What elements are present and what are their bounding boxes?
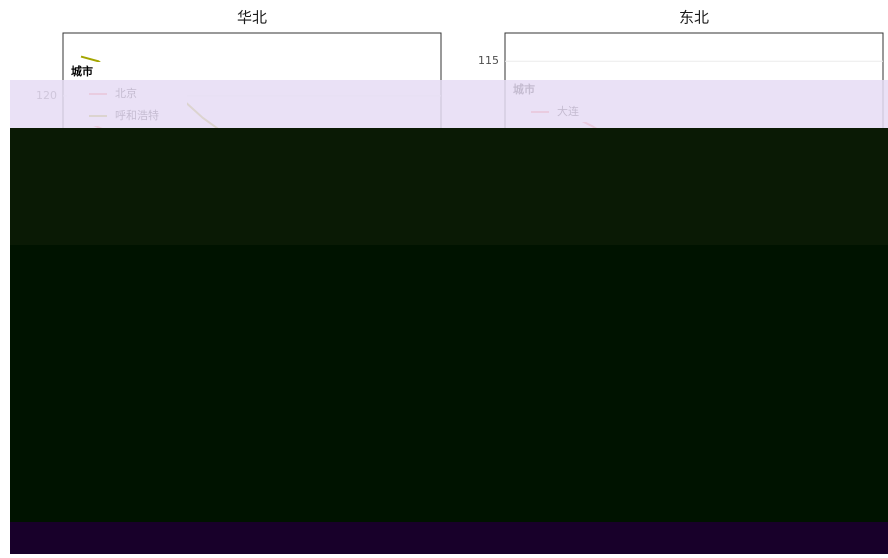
corrupt-area <box>10 128 888 245</box>
y-tick-label: 115 <box>478 54 499 67</box>
legend-title: 城市 <box>71 64 93 78</box>
panel-title: 华北 <box>237 9 267 27</box>
corrupt-strip <box>10 522 888 554</box>
corrupt-band <box>10 80 888 128</box>
panel-title: 东北 <box>679 9 709 27</box>
corrupt-area <box>10 245 888 525</box>
